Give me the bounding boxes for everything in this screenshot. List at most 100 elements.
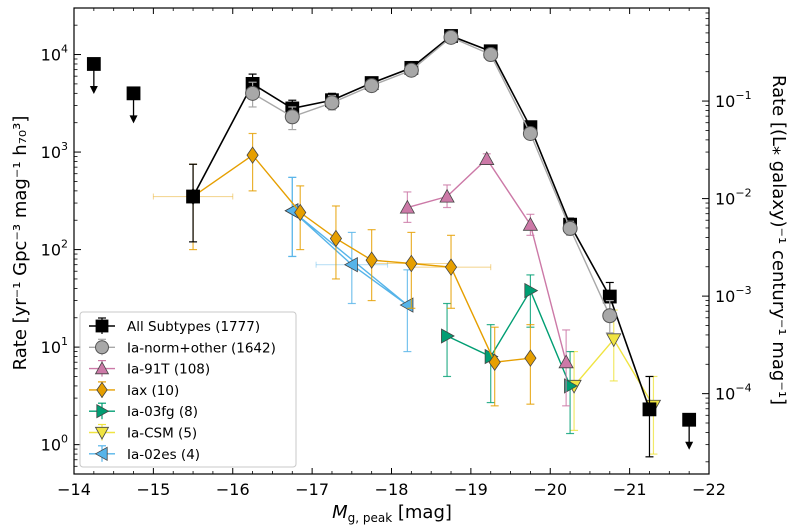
- right-y-tick-label: 10−2: [715, 187, 752, 209]
- y-tick-label-exponent: 3: [61, 140, 68, 153]
- x-tick-label: −17: [295, 480, 329, 499]
- data-point: [443, 29, 459, 45]
- y-tick-label: 100: [41, 433, 68, 455]
- data-point: [399, 199, 416, 214]
- series-layer: [86, 29, 697, 458]
- data-point: [602, 308, 618, 324]
- data-point: [488, 353, 501, 371]
- right-y-tick-label-base: 10: [715, 190, 735, 209]
- series-6: [284, 176, 414, 353]
- data-point: [522, 125, 538, 141]
- x-tick-label: −22: [692, 480, 726, 499]
- series-line: [291, 210, 408, 306]
- x-tick-label: −16: [216, 480, 250, 499]
- legend-label: Ia-91T (108): [127, 362, 210, 378]
- data-point: [294, 203, 307, 222]
- series-1: [245, 29, 618, 334]
- data-point: [642, 402, 657, 417]
- y-tick-label-exponent: 0: [61, 433, 68, 446]
- legend-marker: [94, 426, 110, 440]
- data-point: [439, 188, 455, 203]
- legend-marker: [95, 319, 109, 333]
- upper-limit-point: [682, 412, 697, 427]
- y-tick-label-base: 10: [41, 143, 61, 162]
- legend-marker: [95, 340, 109, 355]
- legend-label: All Subtypes (1777): [127, 319, 260, 335]
- legend-label: Iax (10): [127, 383, 179, 399]
- x-tick-label: −14: [57, 480, 91, 499]
- data-point: [444, 258, 458, 276]
- series-line: [446, 289, 571, 387]
- series-4: [441, 274, 578, 435]
- legend-label: Ia-02es (4): [127, 447, 200, 463]
- data-point: [562, 220, 578, 236]
- data-point: [186, 189, 200, 204]
- series-2: [399, 151, 574, 407]
- series-line: [252, 36, 611, 316]
- legend-label: Ia-CSM (5): [127, 426, 197, 442]
- right-y-tick-label: 10−4: [715, 382, 752, 404]
- data-point: [524, 282, 539, 299]
- data-point: [558, 354, 574, 369]
- right-y-tick-label-exponent: −3: [735, 284, 751, 297]
- upper-limit-arrow-head: [89, 85, 98, 94]
- data-point: [524, 349, 537, 367]
- right-y-tick-label-exponent: −2: [735, 187, 751, 200]
- data-point: [364, 78, 380, 94]
- data-point: [245, 85, 261, 101]
- data-point: [284, 109, 300, 125]
- data-point: [343, 257, 358, 273]
- y-tick-label-base: 10: [41, 436, 61, 455]
- y-tick-label-exponent: 4: [61, 43, 68, 56]
- right-y-tick-label-base: 10: [715, 287, 735, 306]
- right-y-tick-label: 10−3: [715, 284, 752, 306]
- axes-layer: −14 −15 −16 −17 −18 −19 −20 −21 −221001011021031…: [41, 7, 752, 499]
- upper-limit-point: [86, 57, 101, 71]
- x-axis-title-suffix: [mag]: [392, 502, 452, 523]
- right-y-tick-label-base: 10: [715, 385, 735, 404]
- x-tick-label: −19: [454, 480, 488, 499]
- x-tick-label: −20: [533, 480, 567, 499]
- x-axis-title-subscript: g, peak: [348, 511, 393, 525]
- data-point: [564, 378, 578, 394]
- data-point: [441, 328, 455, 344]
- y-tick-label-exponent: 2: [61, 238, 68, 251]
- data-point: [403, 62, 419, 78]
- y-axis-title-left: Rate [yr⁻¹ Gpc⁻³ mag⁻¹ h₇₀³]: [10, 116, 31, 371]
- data-point: [405, 254, 418, 273]
- legend-label: Ia-03fg (8): [127, 404, 198, 420]
- y-tick-label-base: 10: [41, 46, 61, 65]
- y-tick-label-base: 10: [41, 338, 61, 357]
- y-tick-label: 101: [41, 335, 68, 357]
- upper-limit-point: [126, 86, 141, 101]
- y-tick-label: 102: [41, 238, 68, 260]
- legend-marker: [94, 361, 110, 375]
- data-point: [479, 151, 495, 165]
- legend-marker: [94, 446, 108, 461]
- legend-label: Ia-norm+other (1642): [127, 340, 276, 356]
- x-tick-label: −21: [613, 480, 647, 499]
- data-point: [483, 47, 499, 63]
- y-axis-title-right: Rate [(L⁎ galaxy)⁻¹ century⁻¹ mag⁻¹]: [768, 75, 789, 405]
- data-point: [365, 251, 378, 269]
- y-tick-label: 103: [41, 140, 68, 162]
- legend: All Subtypes (1777) Ia-norm+other (1642) I…: [79, 311, 297, 468]
- legend-marker: [96, 381, 108, 399]
- right-y-tick-label: 10−1: [715, 89, 752, 111]
- data-point: [324, 95, 340, 111]
- series-line: [407, 157, 567, 363]
- legend-marker: [96, 404, 110, 419]
- data-point: [522, 216, 539, 231]
- data-point: [246, 146, 259, 164]
- x-axis-title: Mg, peak [mag]: [332, 502, 452, 525]
- right-y-tick-label-base: 10: [715, 92, 735, 111]
- y-tick-label: 104: [41, 43, 68, 65]
- legend-box: [79, 311, 297, 468]
- x-tick-label: −15: [136, 480, 170, 499]
- upper-limit-arrow-head: [129, 115, 138, 124]
- series-5: [566, 309, 662, 455]
- y-tick-label-base: 10: [41, 241, 61, 260]
- x-axis-title-prefix: M: [332, 502, 348, 523]
- data-point: [606, 333, 622, 348]
